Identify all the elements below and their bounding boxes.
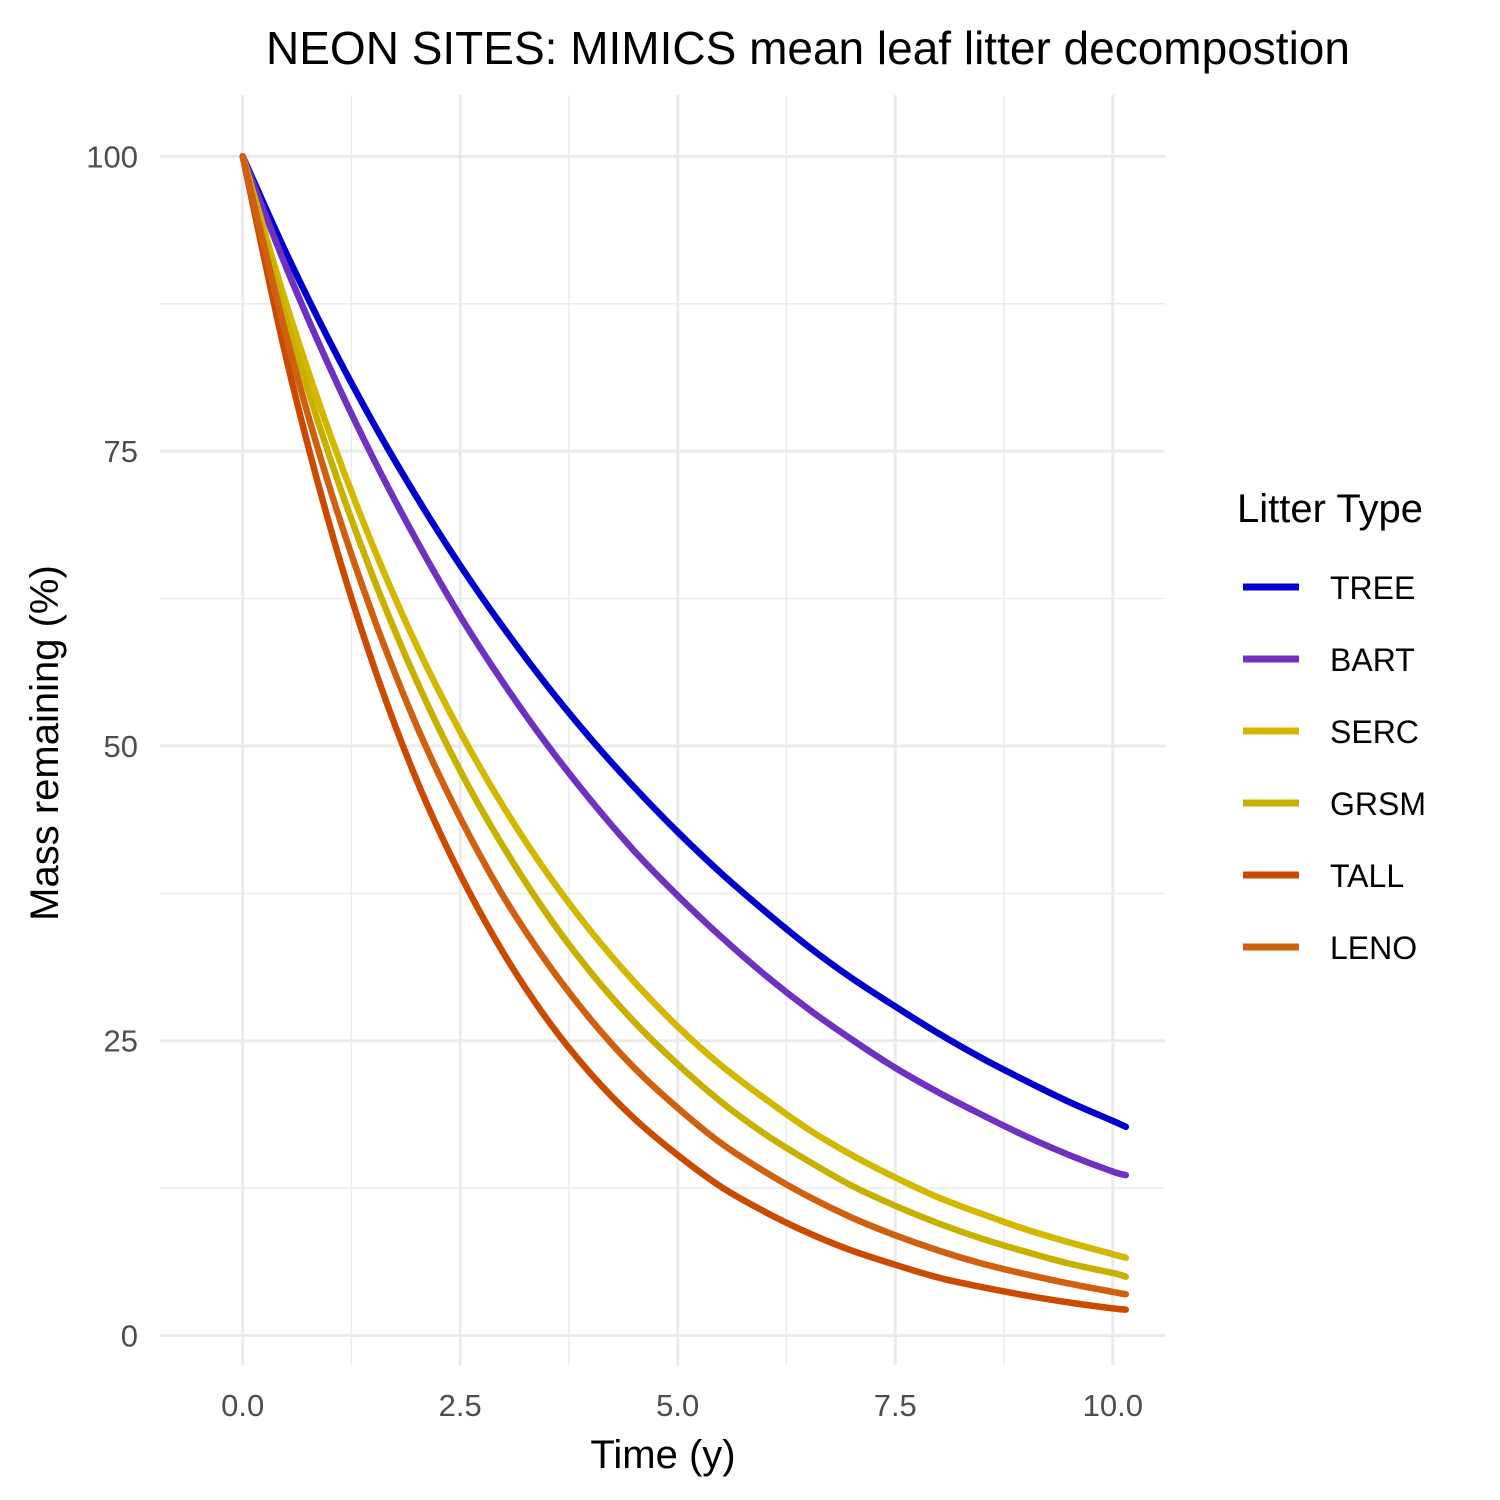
x-tick-label: 2.5 [439, 1388, 482, 1423]
series-line-tall [239, 153, 1130, 1313]
legend-title: Litter Type [1237, 487, 1423, 531]
x-axis-title: Time (y) [590, 1433, 735, 1477]
chart-title: NEON SITES: MIMICS mean leaf litter deco… [266, 22, 1350, 74]
y-axis-ticks: 0 25 50 75 100 [86, 139, 138, 1353]
legend: Litter Type TREE BART SERC GRSM TALL LENO [1237, 487, 1426, 966]
grid [160, 95, 1165, 1365]
x-tick-label: 10.0 [1083, 1388, 1143, 1423]
series-line-bart [239, 153, 1130, 1179]
legend-label-tree: TREE [1330, 570, 1415, 606]
legend-label-leno: LENO [1330, 930, 1417, 966]
legend-label-grsm: GRSM [1330, 786, 1426, 822]
x-tick-label: 5.0 [656, 1388, 699, 1423]
legend-label-serc: SERC [1330, 714, 1419, 750]
legend-label-tall: TALL [1330, 858, 1404, 894]
x-axis-ticks: 0.0 2.5 5.0 7.5 10.0 [221, 1388, 1143, 1423]
y-axis-title: Mass remaining (%) [23, 565, 67, 921]
x-tick-label: 7.5 [874, 1388, 917, 1423]
y-tick-label: 75 [104, 434, 138, 469]
series-lines [239, 153, 1130, 1313]
y-tick-label: 50 [104, 729, 138, 764]
y-tick-label: 100 [86, 139, 138, 174]
legend-label-bart: BART [1330, 642, 1415, 678]
series-line-serc [239, 153, 1130, 1261]
series-line-leno [239, 153, 1130, 1298]
x-tick-label: 0.0 [221, 1388, 264, 1423]
series-line-grsm [239, 153, 1130, 1280]
series-line-tree [239, 153, 1130, 1131]
y-tick-label: 0 [121, 1319, 138, 1354]
y-tick-label: 25 [104, 1024, 138, 1059]
